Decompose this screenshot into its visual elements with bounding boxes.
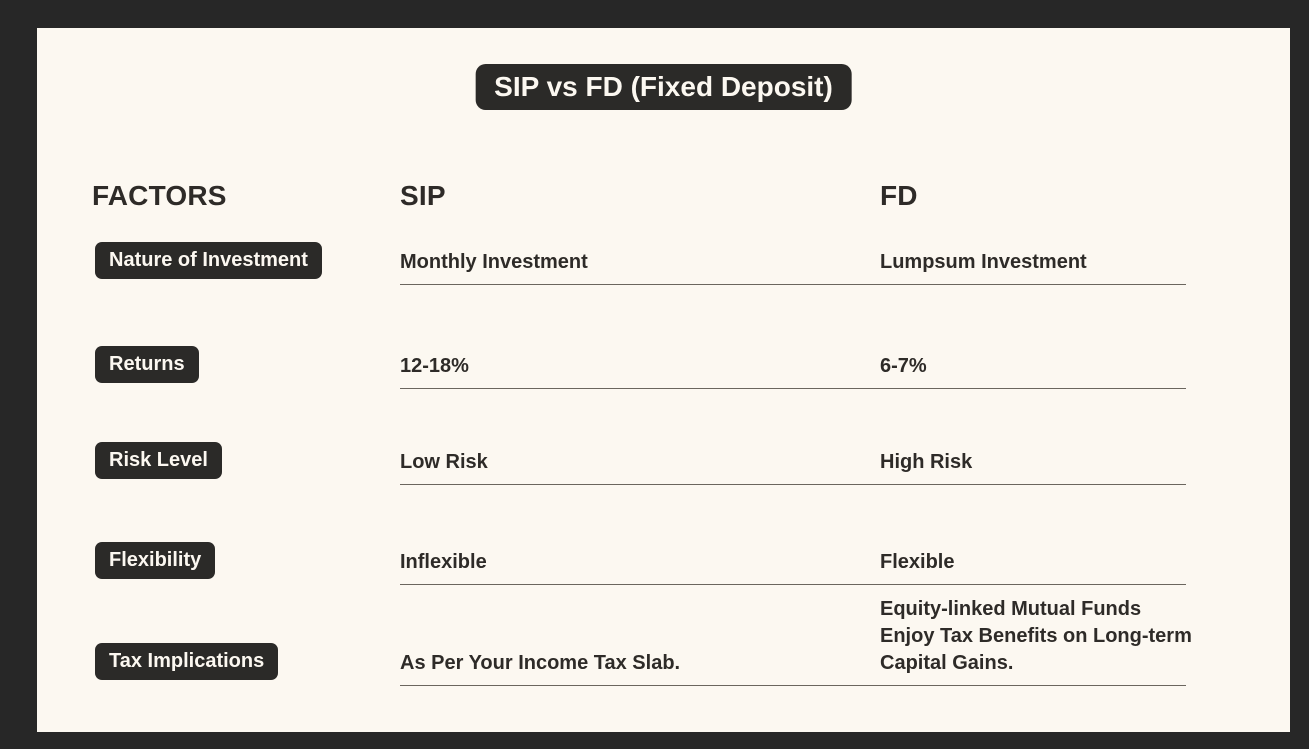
- factor-badge: Tax Implications: [95, 643, 279, 680]
- table-row-risk-level: Risk Level Low Risk High Risk: [37, 385, 1290, 485]
- table-row-flexibility: Flexibility Inflexible Flexible: [37, 485, 1290, 585]
- row-divider: [400, 283, 1186, 285]
- page-title: SIP vs FD (Fixed Deposit): [475, 64, 852, 110]
- fd-value: High Risk: [880, 451, 973, 473]
- fd-value: Flexible: [880, 551, 955, 573]
- column-header-factors: FACTORS: [92, 180, 227, 211]
- fd-value-line: Capital Gains.: [880, 652, 1014, 674]
- row-divider: [400, 387, 1186, 389]
- fd-value-line: Enjoy Tax Benefits on Long-term: [880, 625, 1192, 647]
- fd-value: Equity-linked Mutual Funds Enjoy Tax Ben…: [880, 596, 1225, 677]
- column-header-fd: FD: [880, 180, 918, 211]
- sip-value: Low Risk: [400, 451, 488, 473]
- row-divider: [400, 684, 1186, 686]
- row-divider: [400, 483, 1186, 485]
- factor-badge: Nature of Investment: [95, 242, 322, 279]
- table-row-tax-implications: Tax Implications As Per Your Income Tax …: [37, 586, 1290, 686]
- fd-value: 6-7%: [880, 355, 927, 377]
- sip-value: As Per Your Income Tax Slab.: [400, 652, 681, 674]
- column-header-row: FACTORS SIP FD: [37, 180, 1290, 212]
- factor-badge: Returns: [95, 346, 199, 383]
- table-row-returns: Returns 12-18% 6-7%: [37, 289, 1290, 389]
- column-header-sip: SIP: [400, 180, 446, 211]
- sip-value: Monthly Investment: [400, 251, 588, 273]
- sip-value: 12-18%: [400, 355, 469, 377]
- fd-value: Lumpsum Investment: [880, 251, 1087, 273]
- table-row-nature-of-investment: Nature of Investment Monthly Investment …: [37, 185, 1290, 285]
- factor-badge: Flexibility: [95, 542, 216, 579]
- fd-value-line: Equity-linked Mutual Funds: [880, 598, 1142, 620]
- comparison-card: SIP vs FD (Fixed Deposit) FACTORS SIP FD…: [37, 28, 1290, 732]
- sip-value: Inflexible: [400, 551, 487, 573]
- factor-badge: Risk Level: [95, 442, 222, 479]
- row-divider: [400, 583, 1186, 585]
